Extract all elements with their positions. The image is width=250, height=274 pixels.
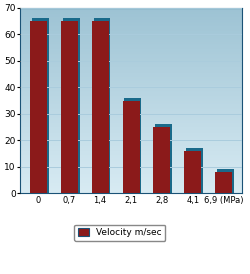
Bar: [30, 21, 47, 193]
Bar: [32, 18, 49, 193]
Bar: [61, 21, 78, 193]
Legend: Velocity m/sec: Velocity m/sec: [74, 225, 165, 241]
Bar: [62, 18, 80, 193]
Bar: [217, 170, 234, 193]
Bar: [124, 98, 142, 193]
Bar: [155, 124, 172, 193]
Bar: [184, 151, 201, 193]
Bar: [92, 21, 109, 193]
Bar: [94, 18, 110, 193]
Bar: [186, 148, 203, 193]
Bar: [215, 172, 232, 193]
Bar: [122, 101, 140, 193]
Bar: [154, 127, 170, 193]
